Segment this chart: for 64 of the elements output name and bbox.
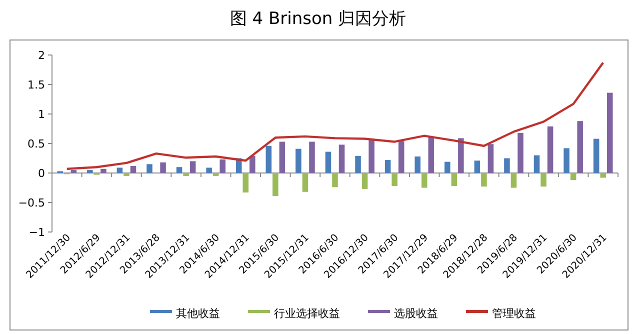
bar xyxy=(212,173,219,176)
y-tick-label: 0.5 xyxy=(28,138,45,150)
bar xyxy=(266,146,272,173)
bar xyxy=(206,168,212,173)
bar xyxy=(398,141,404,173)
bar xyxy=(355,156,361,173)
bar xyxy=(504,158,510,173)
y-tick-label: 0 xyxy=(38,167,45,180)
bar xyxy=(183,173,189,176)
bar xyxy=(160,162,166,173)
y-tick-label: −1 xyxy=(28,226,45,239)
legend-label: 其他收益 xyxy=(176,307,220,320)
bar xyxy=(124,173,130,176)
bar xyxy=(100,168,106,173)
bar xyxy=(250,156,256,173)
chart-title: 图 4 Brinson 归因分析 xyxy=(230,9,406,29)
bar xyxy=(510,173,517,188)
bar xyxy=(279,142,286,173)
bar xyxy=(600,173,606,178)
bar xyxy=(540,173,546,187)
bar xyxy=(534,155,540,173)
bar xyxy=(577,121,583,173)
bar xyxy=(564,148,570,173)
bar xyxy=(392,173,398,186)
bar xyxy=(606,92,613,173)
bar xyxy=(70,170,77,173)
bar xyxy=(428,137,434,173)
bar xyxy=(518,132,524,173)
bar xyxy=(414,156,420,173)
bar xyxy=(87,170,93,173)
legend-label: 管理收益 xyxy=(492,307,536,320)
bar xyxy=(547,126,554,173)
legend-label: 选股收益 xyxy=(394,307,438,320)
legend-label: 行业选择收益 xyxy=(274,307,340,320)
bar xyxy=(146,164,152,173)
bar xyxy=(242,173,249,192)
bar xyxy=(272,173,278,196)
bar xyxy=(451,173,458,186)
bar xyxy=(296,148,302,173)
bar xyxy=(444,162,450,173)
bar xyxy=(302,173,308,192)
bar xyxy=(421,173,428,188)
bar xyxy=(190,161,196,173)
bar xyxy=(220,159,226,173)
bar xyxy=(384,160,391,173)
bar xyxy=(488,144,494,173)
bar xyxy=(332,173,338,188)
y-tick-label: −0.5 xyxy=(18,196,45,210)
bar xyxy=(481,173,487,187)
y-tick-label: 2 xyxy=(38,49,45,62)
bar xyxy=(474,160,480,173)
y-tick-label: 1.5 xyxy=(28,78,45,92)
bar xyxy=(176,167,182,173)
bar xyxy=(458,138,464,173)
bar xyxy=(325,152,332,173)
bar xyxy=(130,166,136,173)
bar xyxy=(570,173,576,180)
bar xyxy=(368,138,374,173)
y-tick-label: 1 xyxy=(38,108,45,121)
bar xyxy=(338,144,345,173)
bar xyxy=(116,168,123,173)
bar xyxy=(362,173,368,189)
bar xyxy=(593,138,600,173)
bar xyxy=(309,142,315,173)
